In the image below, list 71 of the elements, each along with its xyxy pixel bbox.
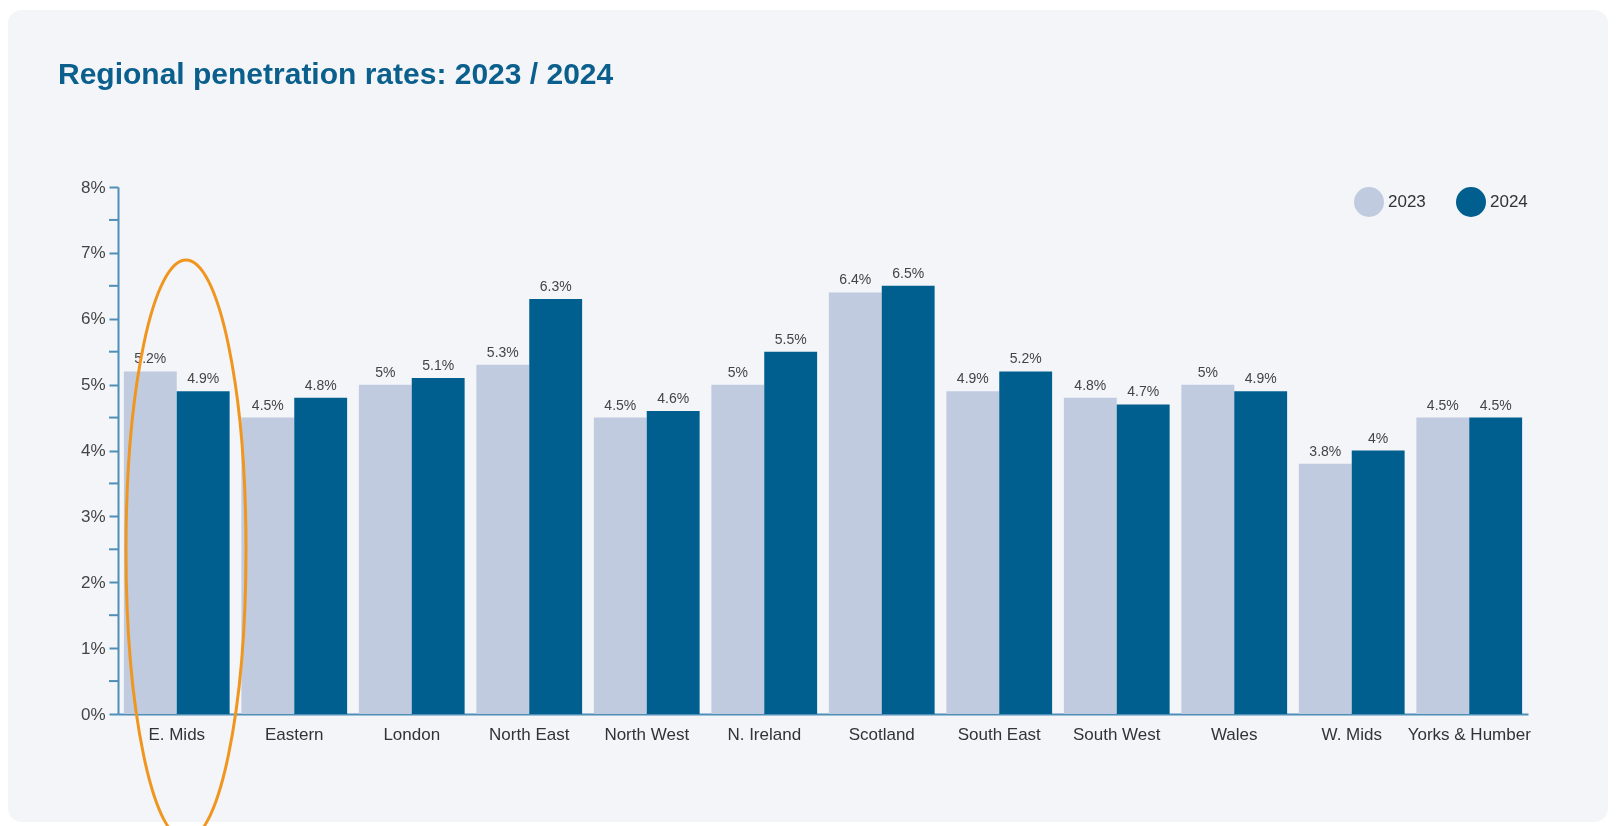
x-tick-label: Wales [1210,724,1258,744]
legend-label: 2023 [1388,192,1426,211]
bar [1298,463,1352,714]
bar [1063,397,1117,714]
bar [1181,384,1235,714]
data-label: 4.9% [187,370,220,387]
data-label: 4.9% [956,370,989,387]
bar [764,351,818,714]
bar [711,384,765,714]
bar [476,364,530,714]
data-label: 3.8% [1309,442,1342,459]
bar [828,292,882,714]
x-tick-label: Eastern [264,724,324,744]
data-label: 6.5% [892,264,925,281]
bar [241,417,295,714]
x-tick-label: South West [1072,724,1161,744]
x-tick-label: E. Mids [148,724,206,744]
data-label: 5% [727,363,748,380]
data-label: 4.7% [1127,383,1160,400]
data-label: 5.2% [1009,350,1042,367]
x-tick-label: W. Mids [1321,724,1382,744]
data-label: 6.4% [839,271,872,288]
bar [1234,391,1288,714]
bar [358,384,412,714]
data-label: 4.5% [604,396,637,413]
data-label: 4.5% [1426,396,1459,413]
bar [123,371,177,714]
x-tick-label: Scotland [848,724,915,744]
data-label: 5.3% [486,343,519,360]
y-tick-label: 7% [80,243,106,263]
data-label: 4.8% [304,376,337,393]
bar [593,417,647,714]
data-label: 4.8% [1074,376,1107,393]
data-label: 5.1% [422,357,455,374]
bar [881,285,935,714]
bar [1351,450,1405,714]
y-tick-label: 3% [80,506,106,526]
bar [999,371,1053,714]
y-tick-label: 5% [80,375,106,395]
bar [411,378,465,714]
x-tick-label: North East [489,724,570,744]
y-tick-label: 4% [80,441,106,460]
bar [1116,404,1170,714]
bar [1469,417,1523,714]
data-label: 5% [375,363,396,380]
data-label: 4.5% [1479,396,1512,413]
data-label: 4% [1368,429,1389,446]
data-label: 5.5% [774,330,807,347]
bar [646,410,700,714]
data-label: 4.5% [251,396,284,413]
data-label: 6.3% [539,277,572,294]
data-label: 5% [1197,363,1218,380]
x-tick-label: South East [957,724,1042,744]
chart-title: Regional penetration rates: 2023 / 2024 [58,57,614,90]
x-tick-label: London [383,724,441,744]
bar [294,397,348,714]
y-tick-label: 1% [80,638,106,658]
y-tick-label: 8% [80,177,106,197]
x-tick-label: N. Ireland [727,724,802,744]
bar [1416,417,1470,714]
bar [946,391,1000,714]
y-tick-label: 2% [80,572,106,592]
data-label: 4.6% [657,389,690,406]
x-tick-label: Yorks & Humber [1407,724,1532,744]
y-tick-label: 0% [80,704,106,724]
data-label: 4.9% [1244,370,1277,387]
x-tick-label: North West [604,724,690,744]
bar [529,298,583,714]
bar [176,391,230,714]
y-tick-label: 6% [80,309,106,329]
legend-label: 2024 [1490,192,1528,211]
